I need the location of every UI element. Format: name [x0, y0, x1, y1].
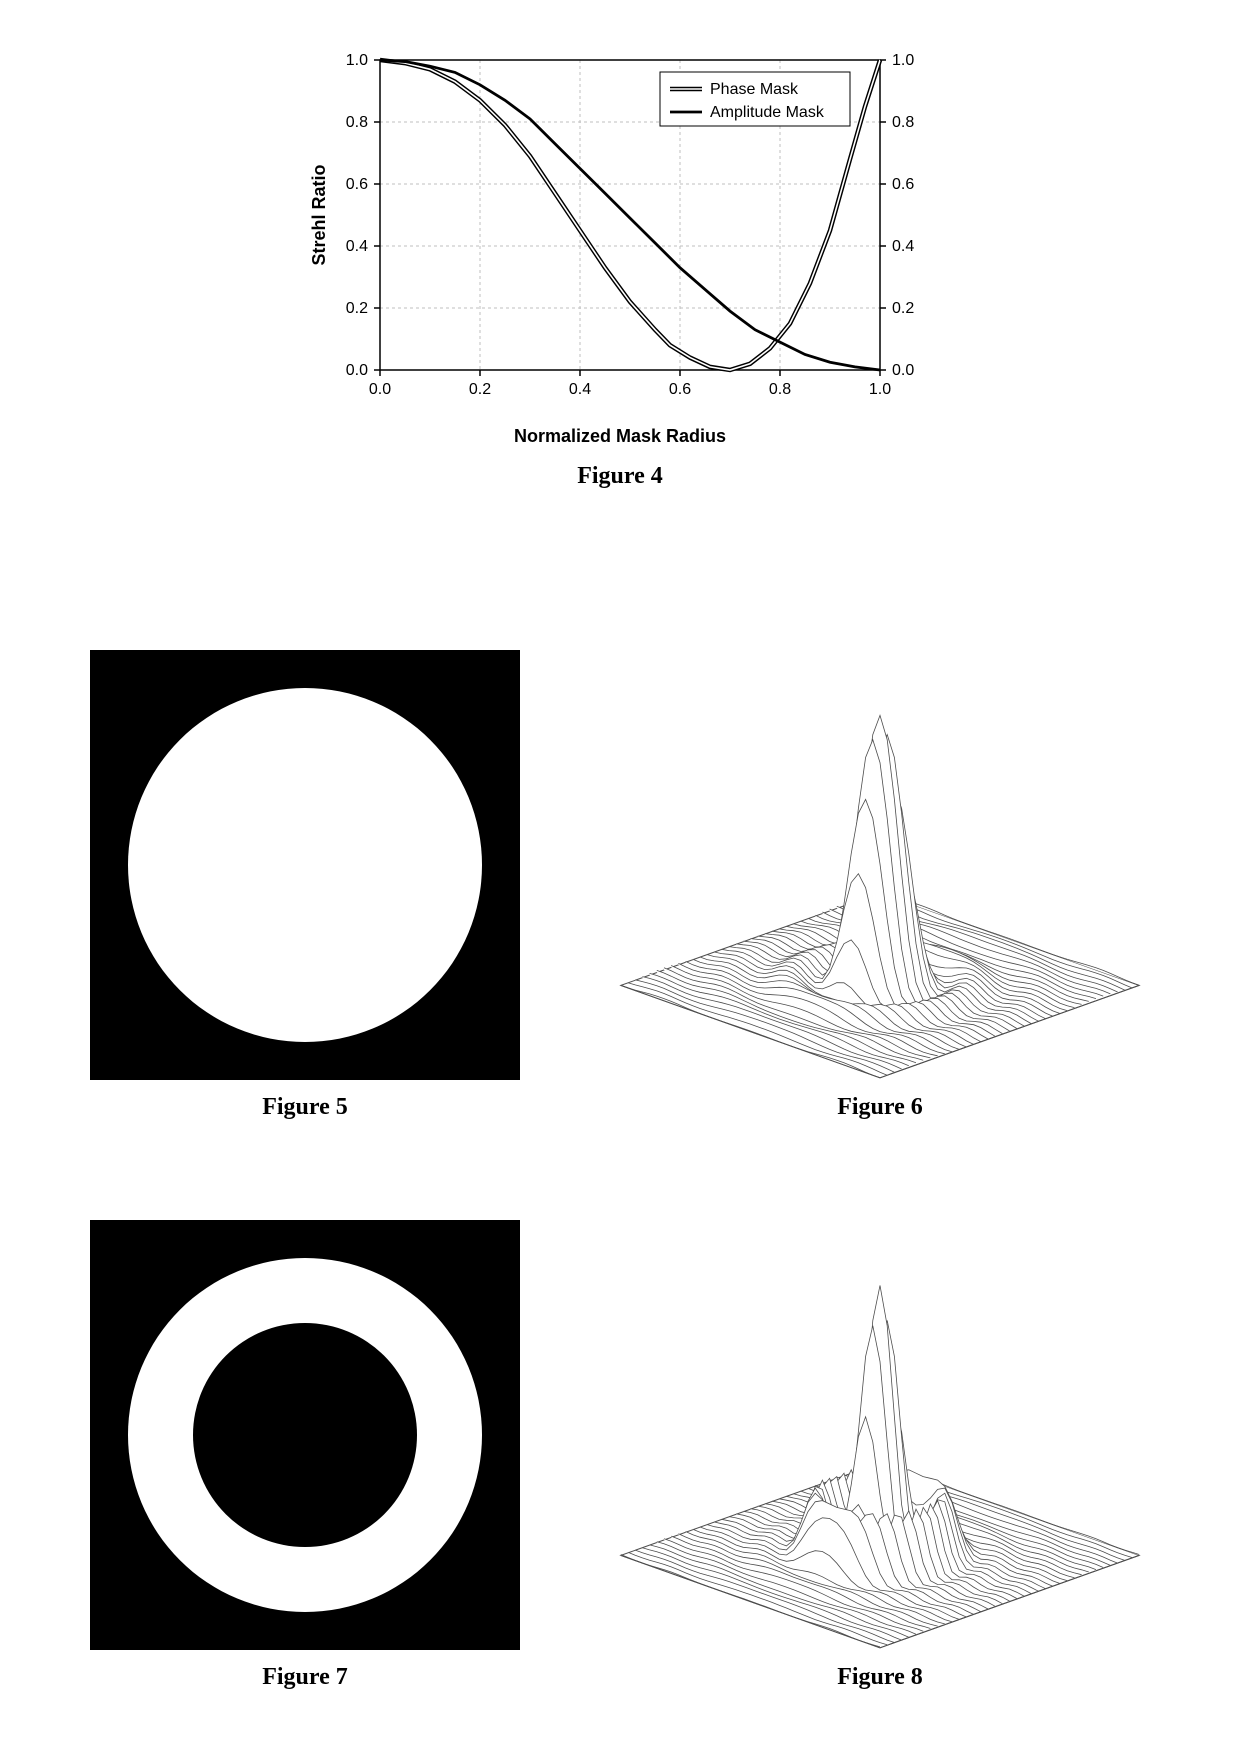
svg-text:0.2: 0.2 — [469, 381, 491, 398]
svg-text:0.4: 0.4 — [346, 238, 368, 255]
figure-4: 0.00.00.20.20.40.40.60.60.80.81.01.00.00… — [280, 40, 960, 490]
svg-text:0.6: 0.6 — [346, 176, 368, 193]
strehl-ratio-chart: 0.00.00.20.20.40.40.60.60.80.81.01.00.00… — [300, 40, 940, 420]
svg-text:0.0: 0.0 — [892, 362, 914, 379]
svg-text:1.0: 1.0 — [869, 381, 891, 398]
annular-psf-surface — [610, 1220, 1150, 1650]
figure-5: Figure 5 — [90, 650, 520, 1121]
svg-text:1.0: 1.0 — [346, 52, 368, 69]
svg-text:1.0: 1.0 — [892, 52, 914, 69]
figure-4-caption: Figure 4 — [280, 463, 960, 490]
figure-6: Figure 6 — [610, 650, 1150, 1121]
svg-text:Strehl Ratio: Strehl Ratio — [309, 164, 329, 265]
svg-text:0.8: 0.8 — [346, 114, 368, 131]
svg-text:0.4: 0.4 — [569, 381, 591, 398]
svg-text:Amplitude Mask: Amplitude Mask — [710, 104, 825, 121]
figure-8-caption: Figure 8 — [837, 1664, 923, 1691]
svg-text:0.8: 0.8 — [892, 114, 914, 131]
svg-text:0.2: 0.2 — [346, 300, 368, 317]
annular-aperture-mask — [90, 1220, 520, 1650]
svg-text:0.2: 0.2 — [892, 300, 914, 317]
figure-8: Figure 8 — [610, 1220, 1150, 1691]
svg-text:0.8: 0.8 — [769, 381, 791, 398]
figure-7-caption: Figure 7 — [262, 1664, 348, 1691]
airy-psf-surface — [610, 650, 1150, 1080]
svg-text:Phase Mask: Phase Mask — [710, 81, 799, 98]
svg-text:0.6: 0.6 — [892, 176, 914, 193]
x-axis-label: Normalized Mask Radius — [280, 426, 960, 447]
svg-text:0.0: 0.0 — [346, 362, 368, 379]
figure-7: Figure 7 — [90, 1220, 520, 1691]
figure-5-caption: Figure 5 — [262, 1094, 348, 1121]
circular-aperture-mask — [90, 650, 520, 1080]
svg-text:0.6: 0.6 — [669, 381, 691, 398]
svg-text:0.0: 0.0 — [369, 381, 391, 398]
mask-svg — [90, 650, 520, 1080]
mask-svg — [90, 1220, 520, 1650]
svg-text:0.4: 0.4 — [892, 238, 914, 255]
figure-6-caption: Figure 6 — [837, 1094, 923, 1121]
